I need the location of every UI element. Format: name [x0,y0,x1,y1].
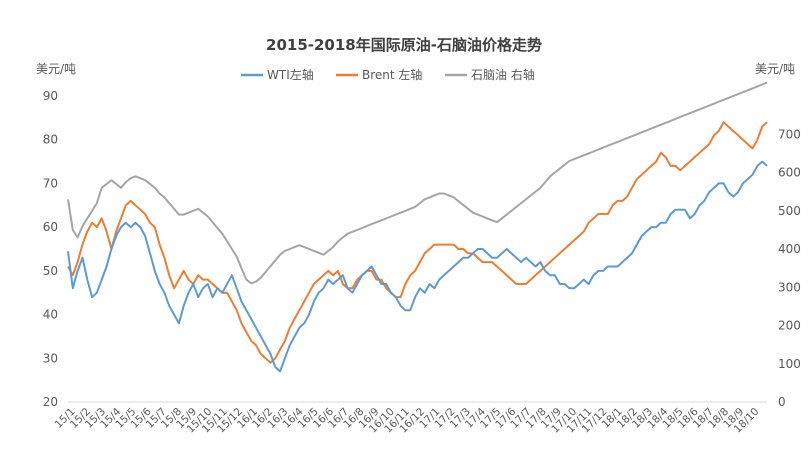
y-left-tick-label: 40 [43,308,58,322]
y-axis-left: 20 30 40 50 60 70 80 90 [43,89,58,409]
y-right-tick-label: 300 [778,280,801,294]
y-right-tick-label: 100 [778,357,801,371]
legend-label: Brent 左轴 [362,67,422,82]
y-right-tick-label: 700 [778,127,801,141]
chart-title: 2015-2018年国际原油-石脑油价格走势 [266,36,542,54]
y-right-tick-label: 0 [778,395,786,409]
y-left-tick-label: 80 [43,133,58,147]
y-left-tick-label: 30 [43,351,58,365]
y-right-unit: 美元/吨 [755,62,795,76]
y-right-tick-label: 400 [778,242,801,256]
y-left-tick-label: 50 [43,264,58,278]
y-axis-right: 0 100 200 300 400 500 600 700 [778,127,801,409]
series-line-0 [67,160,768,373]
series-line-1 [67,121,768,364]
legend-label: 石脑油 右轴 [471,67,535,82]
legend-label: WTI左轴 [267,67,314,82]
y-left-tick-label: 70 [43,176,58,190]
y-left-tick-label: 90 [43,89,58,103]
y-right-tick-label: 600 [778,166,801,180]
y-right-tick-label: 200 [778,319,801,333]
legend: WTI左轴 Brent 左轴 石脑油 右轴 [241,67,535,82]
series-line-2 [67,81,768,285]
x-axis: 15/115/215/315/415/515/615/715/815/915/1… [53,401,767,436]
y-right-tick-label: 500 [778,204,801,218]
y-left-tick-label: 20 [43,395,58,409]
y-left-tick-label: 60 [43,220,58,234]
y-left-unit: 美元/吨 [36,62,76,76]
plot-area [67,81,768,373]
